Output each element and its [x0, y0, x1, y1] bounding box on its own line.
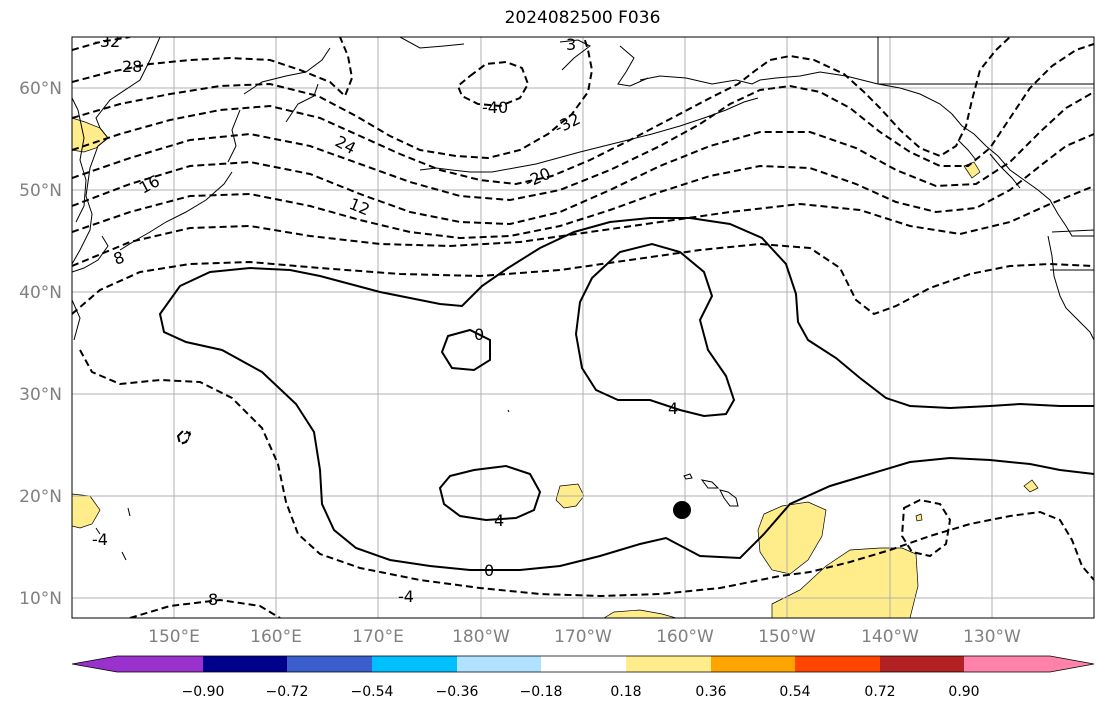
- clabel-4-south: 4: [494, 511, 504, 530]
- contour-neg-16: [72, 43, 1094, 202]
- colorbar-cell: [457, 656, 541, 672]
- map-title: 2024082500 F036: [504, 8, 661, 28]
- clabel-0-south: 0: [484, 561, 494, 580]
- clabel-8-south: 8: [208, 590, 218, 609]
- lon-label: 140°W: [861, 627, 919, 647]
- colorbar-cell: [287, 656, 372, 672]
- contour-neg-southern: [129, 598, 281, 618]
- lat-label: 30°N: [19, 385, 62, 405]
- shade-southeast: [771, 547, 919, 618]
- contour-neg-12: [72, 91, 1094, 226]
- colorbar-cell: [964, 656, 1050, 672]
- colorbar-cell: [711, 656, 795, 672]
- clabel-0-small: 0: [474, 325, 484, 344]
- colorbar-cell: [203, 656, 287, 672]
- coast-japan: [72, 235, 109, 341]
- contour-neg-8b: [72, 185, 1094, 267]
- lat-label: 40°N: [19, 283, 62, 303]
- colorbar-extend-right: [1050, 656, 1094, 672]
- border-canada: [877, 37, 1094, 271]
- colorbar-tick: −0.90: [182, 684, 225, 700]
- lat-label: 50°N: [19, 181, 62, 201]
- contour-neg-4-outer: [72, 242, 1094, 316]
- clabel-neg-40: -40: [482, 98, 508, 117]
- colorbar-tick: 0.72: [864, 684, 895, 700]
- colorbar-tick: −0.36: [436, 684, 479, 700]
- contour-neg-40: [456, 60, 530, 108]
- colorbar-cell: [117, 656, 203, 672]
- colorbar-ticks: −0.90 −0.72 −0.54 −0.36 −0.18 0.18 0.36 …: [182, 684, 980, 700]
- coast-hawaii: [683, 473, 739, 507]
- shade-small-east: [1023, 479, 1039, 493]
- colorbar-tick: −0.18: [520, 684, 563, 700]
- lon-label: 160°W: [656, 627, 714, 647]
- colorbar-cell: [880, 656, 964, 672]
- lon-label: 150°W: [758, 627, 816, 647]
- contour-zero-main: [158, 217, 1094, 571]
- lat-labels: 60°N 50°N 40°N 30°N 20°N 10°N: [19, 79, 62, 609]
- coast-russia-kamchatka: [72, 37, 161, 265]
- colorbar-cell: [372, 656, 457, 672]
- colorbar-tick: 0.36: [695, 684, 726, 700]
- contour-four-south: [438, 464, 542, 522]
- colorbar-cell: [626, 656, 711, 672]
- gridlines: [72, 37, 1094, 618]
- lon-label: 170°E: [352, 627, 404, 647]
- contour-neg-4-south: [79, 349, 1094, 598]
- contour-four-north: [574, 242, 736, 418]
- contour-neg-24: [72, 37, 594, 160]
- lon-label: 180°W: [452, 627, 510, 647]
- shade-south-strip: [603, 609, 677, 618]
- colorbar-outline: [71, 655, 1095, 673]
- colorbar-tick: 0.90: [948, 684, 979, 700]
- coast-gulf-alaska: [877, 83, 1094, 237]
- colorbar: [71, 655, 1095, 673]
- coast-okhotsk: [72, 97, 87, 223]
- map-area: -32 28 24 16 12 8 -40 -32 -20 3 -4 8 -4 …: [72, 32, 1094, 618]
- coast-bering-north: [399, 37, 649, 87]
- coast-us-west: [1047, 235, 1094, 341]
- colorbar-extend-left: [72, 656, 117, 672]
- map-frame: [71, 36, 1095, 619]
- coast-kurils: [119, 171, 233, 251]
- coast-alaska-west: [639, 71, 879, 85]
- contour-neg-20: [72, 37, 1011, 186]
- lat-label: 60°N: [19, 79, 62, 99]
- lat-label: 20°N: [19, 487, 62, 507]
- clabel-28: 28: [122, 57, 142, 76]
- lat-label: 10°N: [19, 589, 62, 609]
- contour-neg-4-small: [900, 498, 952, 558]
- lon-label: 150°E: [148, 627, 200, 647]
- clabel-neg-32a: -32: [94, 32, 120, 51]
- colorbar-tick: −0.54: [351, 684, 394, 700]
- clabel-3: 3: [566, 35, 576, 54]
- colorbar-cell: [795, 656, 880, 672]
- clabel-neg-4-west: -4: [92, 530, 108, 549]
- location-marker: [673, 501, 691, 519]
- contour-labels: -32 28 24 16 12 8 -40 -32 -20 3 -4 8 -4 …: [92, 32, 678, 609]
- positive-contours: [158, 217, 1094, 571]
- contour-zero-small: [440, 328, 491, 372]
- contour-neg-8: [72, 133, 1094, 240]
- lon-label: 160°E: [250, 627, 302, 647]
- lon-label: 170°W: [554, 627, 612, 647]
- lon-label: 130°W: [963, 627, 1021, 647]
- lon-labels: 150°E 160°E 170°E 180°W 170°W 160°W 150°…: [148, 627, 1021, 647]
- colorbar-cell: [541, 656, 626, 672]
- colorbar-tick: 0.54: [779, 684, 810, 700]
- negative-contours: [72, 37, 1094, 618]
- colorbar-tick: 0.18: [610, 684, 641, 700]
- contour-neg-32a: [72, 37, 131, 51]
- clabel-neg-4-south: -4: [398, 587, 414, 606]
- coast-bc-islands: [957, 139, 1021, 189]
- colorbar-tick: −0.72: [266, 684, 309, 700]
- clabel-4-north: 4: [668, 399, 678, 418]
- shade-tiny-east: [915, 513, 923, 522]
